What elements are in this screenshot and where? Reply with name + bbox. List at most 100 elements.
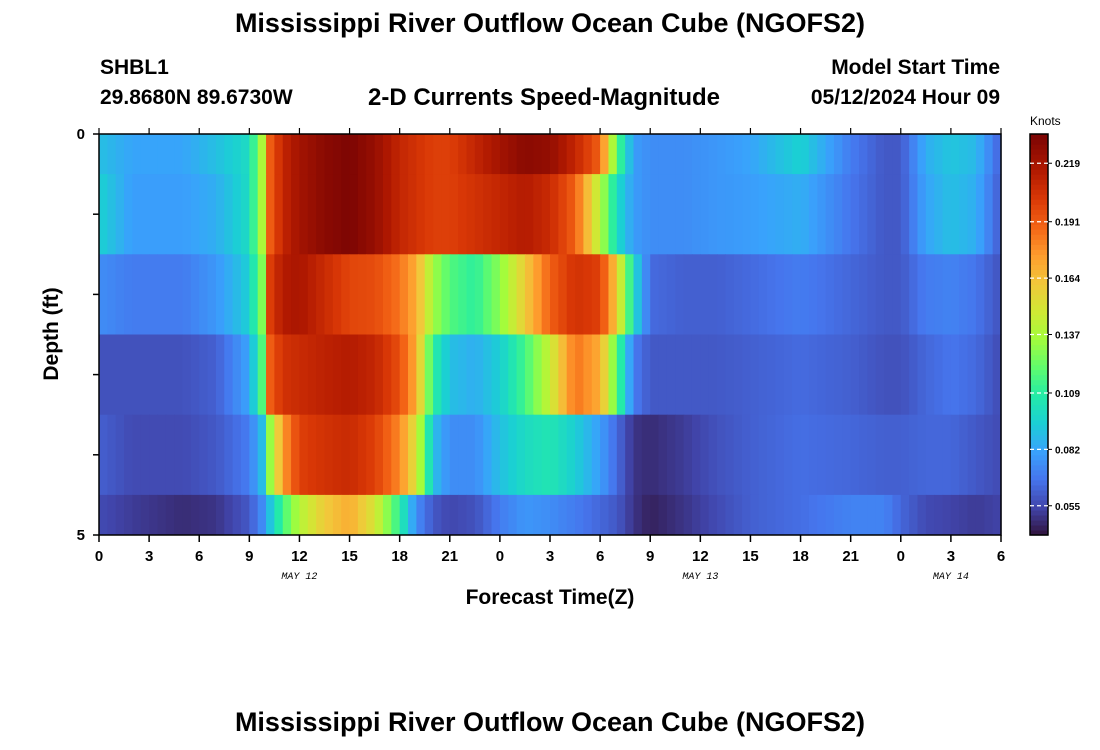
heatmap-cell (274, 254, 284, 335)
x-tick-label: 21 (441, 548, 458, 565)
heatmap-cell (274, 494, 284, 536)
heatmap-cell (967, 174, 977, 255)
heatmap-cell (524, 494, 534, 536)
heatmap-cell (508, 414, 518, 496)
heatmap-cell (717, 254, 726, 335)
heatmap-cell (132, 334, 142, 416)
heatmap-cell (157, 134, 167, 175)
heatmap-cell (859, 414, 868, 496)
heatmap-cell (884, 134, 894, 175)
heatmap-cell (800, 334, 810, 416)
colorbar-segment (1030, 159, 1048, 165)
heatmap-cell (124, 134, 134, 175)
heatmap-cell (825, 414, 835, 496)
heatmap-cell (934, 254, 944, 335)
heatmap-cell (366, 134, 376, 175)
colorbar-segment (1030, 199, 1048, 205)
heatmap-cell (917, 414, 927, 496)
heatmap-cell (850, 134, 860, 175)
heatmap-cell (224, 414, 234, 496)
heatmap-cell (132, 494, 142, 536)
heatmap-cells (99, 134, 1002, 536)
colorbar-segment (1030, 509, 1048, 516)
heatmap-cell (357, 494, 367, 536)
heatmap-cell (666, 494, 676, 536)
heatmap-cell (550, 334, 559, 416)
y-axis-label: Depth (ft) (40, 287, 63, 380)
x-tick-label: 6 (997, 548, 1005, 565)
heatmap-cell (633, 334, 643, 416)
heatmap-cell (341, 254, 351, 335)
heatmap-cell (157, 254, 167, 335)
heatmap-cell (917, 494, 927, 536)
y-axis: 05 (77, 126, 99, 544)
colorbar-tick-label: 0.137 (1055, 331, 1080, 342)
heatmap-cell (466, 254, 476, 335)
heatmap-cell (758, 414, 768, 496)
colorbar-segment (1030, 289, 1048, 295)
heatmap-cell (566, 174, 576, 255)
heatmap-cell (449, 334, 459, 416)
heatmap-cell (808, 414, 818, 496)
heatmap-cell (608, 334, 618, 416)
heatmap-cell (675, 134, 685, 175)
heatmap-cell (942, 254, 952, 335)
heatmap-cell (884, 174, 894, 255)
heatmap-cell (742, 174, 752, 255)
heatmap-cell (199, 334, 209, 416)
heatmap-cell (708, 254, 718, 335)
heatmap-cell (641, 494, 651, 536)
heatmap-cell (332, 334, 342, 416)
heatmap-cell (758, 334, 768, 416)
heatmap-cell (516, 334, 526, 416)
heatmap-cell (700, 254, 710, 335)
heatmap-cell (391, 494, 401, 536)
heatmap-cell (683, 174, 693, 255)
heatmap-cell (641, 134, 651, 175)
heatmap-cell (474, 174, 484, 255)
heatmap-cell (950, 174, 960, 255)
x-tick-label: 15 (742, 548, 759, 565)
x-tick-label: 0 (897, 548, 905, 565)
heatmap-cell (875, 414, 885, 496)
heatmap-cell (650, 334, 660, 416)
heatmap-cell (215, 134, 225, 175)
heatmap-cell (541, 174, 551, 255)
heatmap-cell (416, 414, 426, 496)
heatmap-cell (508, 334, 518, 416)
colorbar-segment (1030, 259, 1048, 265)
heatmap-cell (742, 414, 752, 496)
heatmap-cell (541, 494, 551, 536)
x-tick-label: 3 (947, 548, 955, 565)
heatmap-cell (366, 494, 376, 536)
heatmap-cell (307, 414, 317, 496)
heatmap-cell (775, 414, 785, 496)
heatmap-cell (717, 134, 726, 175)
x-tick-label: 18 (391, 548, 408, 565)
x-tick-label: 6 (596, 548, 604, 565)
heatmap-cell (449, 254, 459, 335)
heatmap-cell (341, 414, 351, 496)
heatmap-cell (182, 254, 192, 335)
heatmap-cell (884, 334, 894, 416)
heatmap-cell (240, 134, 250, 175)
heatmap-cell (357, 414, 367, 496)
heatmap-cell (616, 134, 626, 175)
heatmap-cell (249, 494, 259, 536)
heatmap-cell (717, 414, 726, 496)
heatmap-cell (975, 334, 985, 416)
heatmap-cell (249, 134, 259, 175)
heatmap-cell (391, 254, 401, 335)
heatmap-cell (616, 414, 626, 496)
heatmap-cell (99, 494, 108, 536)
heatmap-cell (474, 134, 484, 175)
colorbar-segment (1030, 209, 1048, 215)
heatmap-cell (800, 174, 810, 255)
heatmap-cell (616, 174, 626, 255)
heatmap-cell (683, 334, 693, 416)
heatmap-cell (366, 414, 376, 496)
heatmap-cell (399, 254, 409, 335)
heatmap-cell (165, 494, 175, 536)
heatmap-cell (783, 494, 793, 536)
heatmap-cell (942, 334, 952, 416)
